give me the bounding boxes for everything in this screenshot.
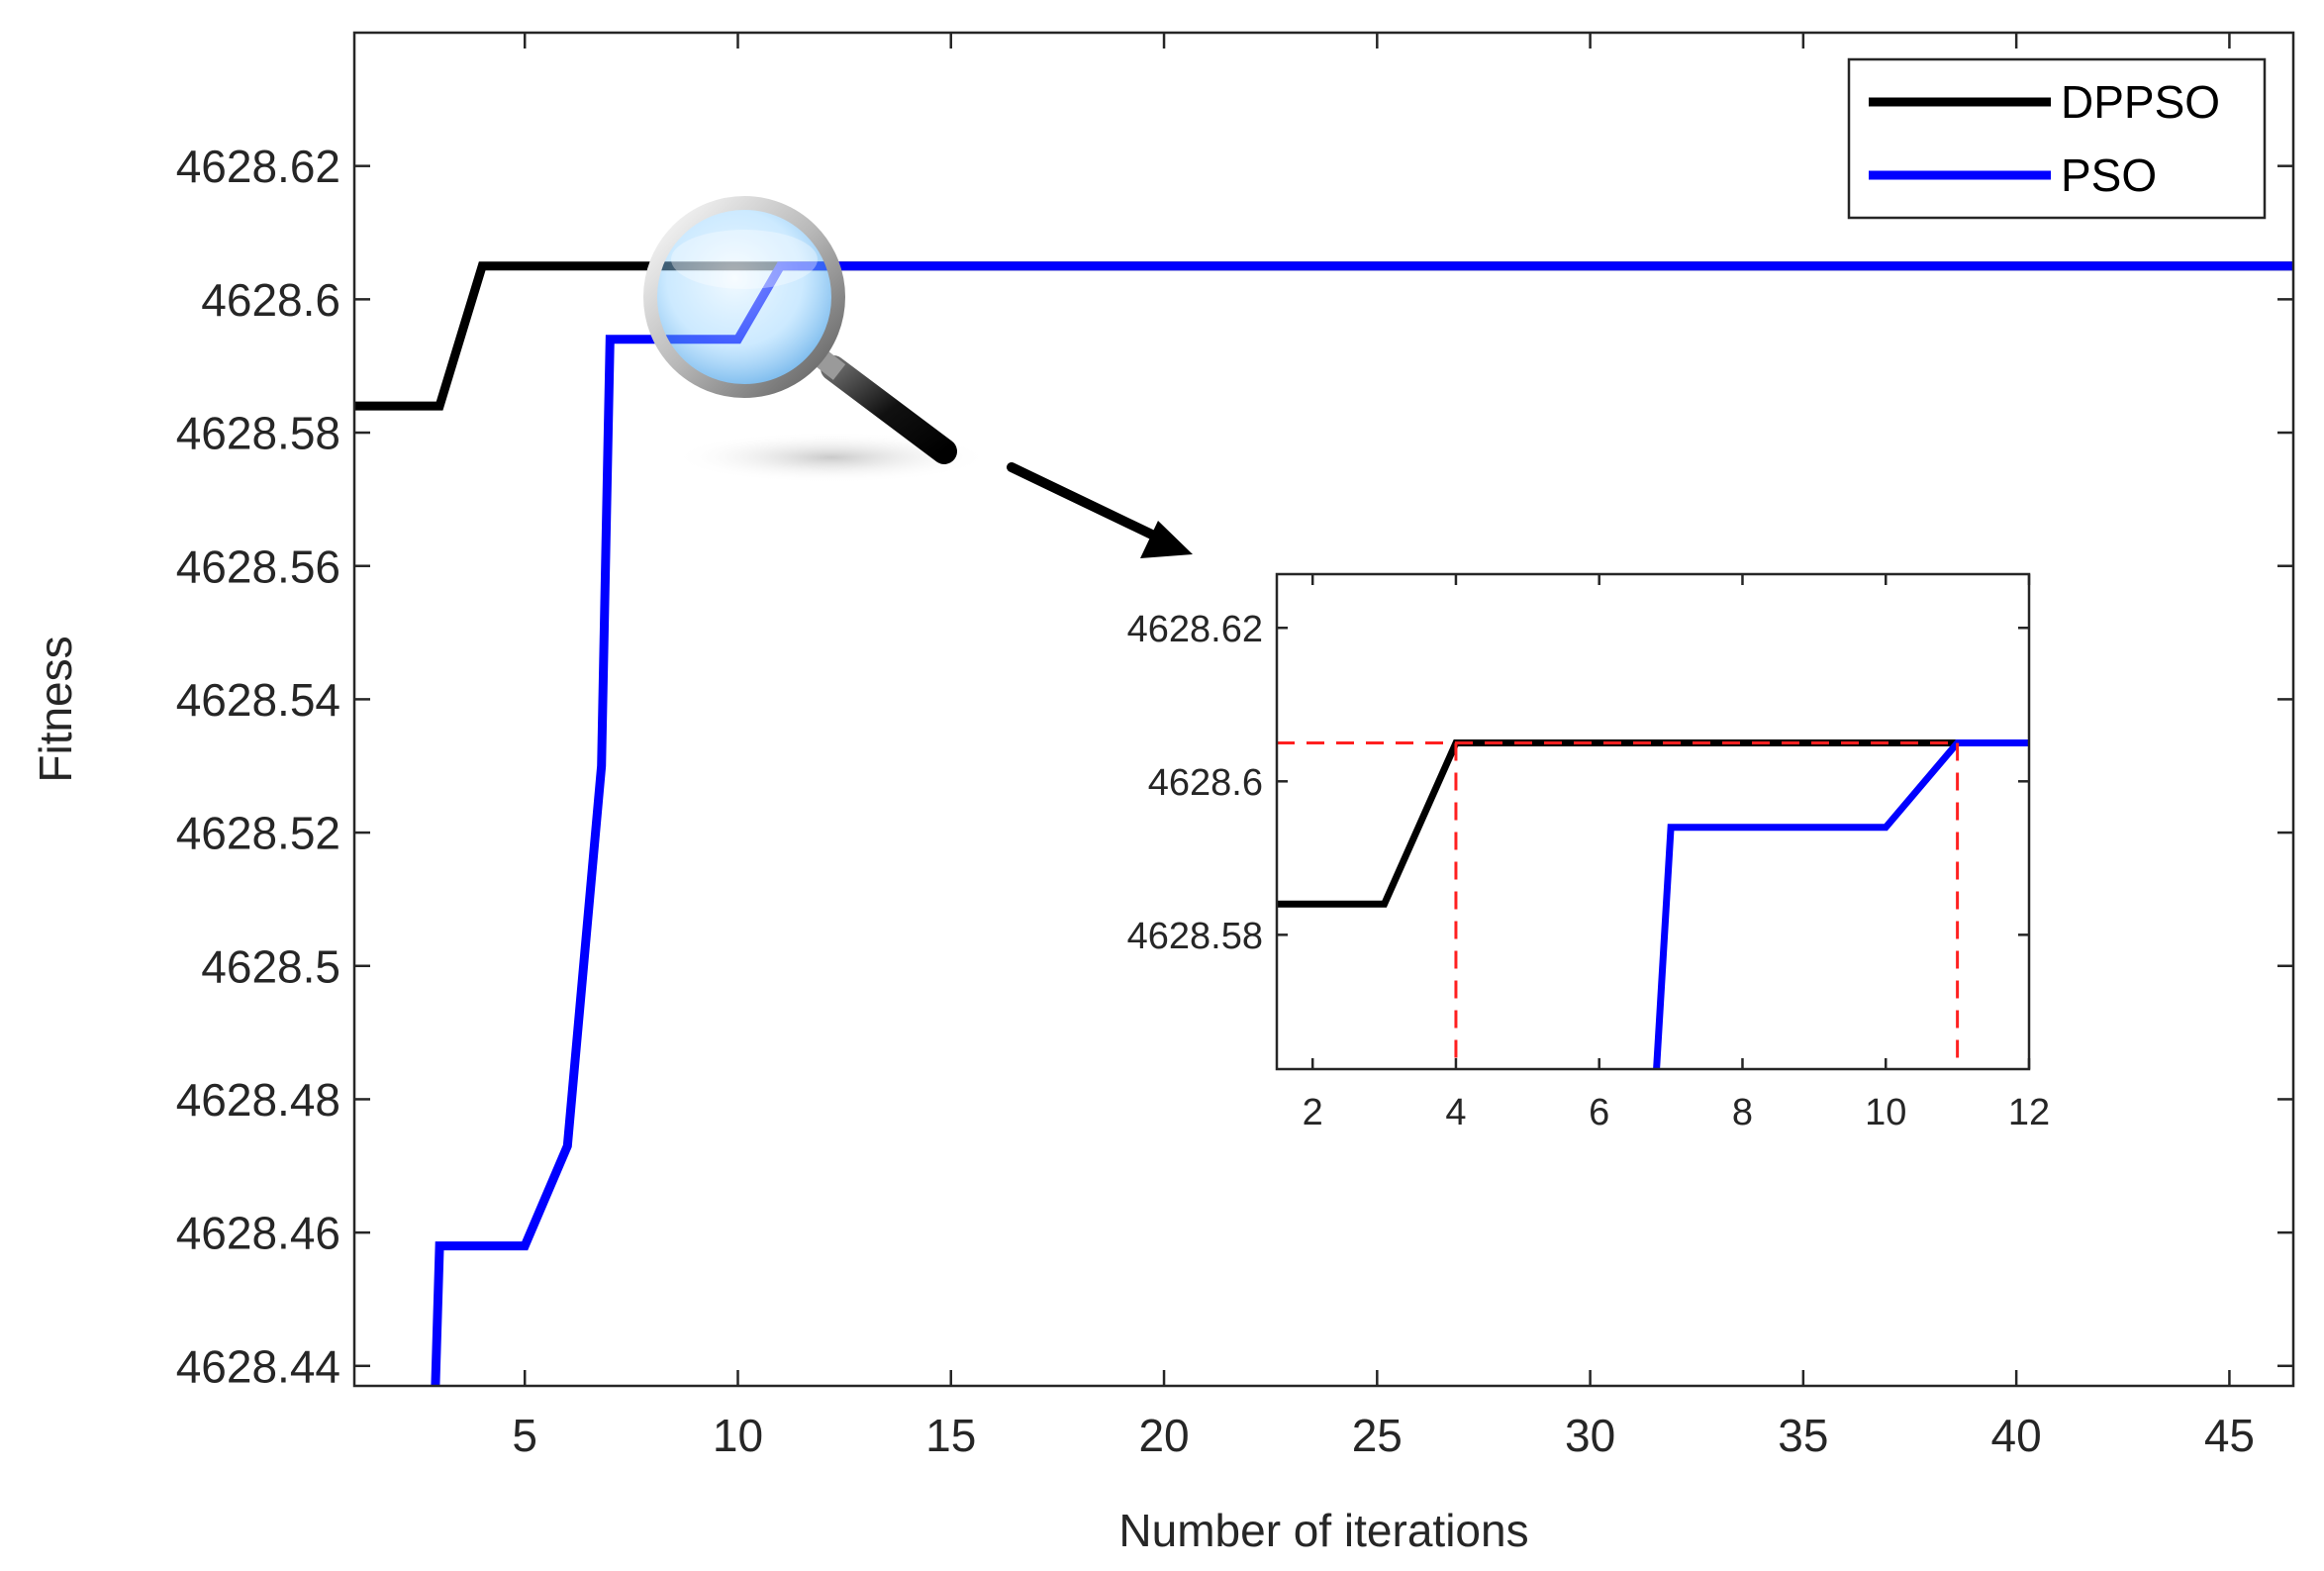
legend-box [1847,57,2267,220]
zoom-arrow-icon [1007,462,1193,558]
main-x-tick-label: 20 [1138,1410,1189,1461]
legend-label-dppso: DPPSO [2061,76,2220,128]
main-plot-frame [352,31,2295,1388]
inset-plot: 2 4 6 8 10 12 4628.58 4628.6 4628.62 [1127,572,2050,1133]
main-plot: 5 10 15 20 25 30 35 40 454628.444628.464628.4846… [30,31,2295,1556]
inset-y-tick-label: 4628.6 [1148,762,1263,804]
inset-reference-lines [1277,741,1960,1069]
inset-y-tick-label: 4628.58 [1127,916,1263,957]
inset-series-line-pso [1653,739,2029,1069]
main-tick-layer: 5 10 15 20 25 30 35 40 454628.444628.464628.4846… [176,33,2293,1461]
main-y-tick-label: 4628.62 [176,141,340,192]
inset-plot-frame [1275,572,2031,1071]
main-x-tick-label: 25 [1352,1410,1403,1461]
main-y-tick-label: 4628.56 [176,540,340,592]
main-x-axis-label: Number of iterations [1118,1505,1528,1556]
inset-x-tick-label: 10 [1865,1092,1906,1133]
inset-x-tick-label: 4 [1445,1092,1466,1133]
main-y-tick-label: 4628.54 [176,674,340,726]
main-x-tick-label: 5 [512,1410,537,1461]
inset-y-tick-label: 4628.62 [1127,609,1263,650]
main-x-tick-label: 30 [1565,1410,1615,1461]
main-x-tick-label: 40 [1991,1410,2042,1461]
magnifier-icon [643,196,990,483]
inset-background [1277,574,2029,1069]
inset-x-tick-label: 6 [1589,1092,1609,1133]
main-y-tick-label: 4628.48 [176,1074,340,1126]
inset-series-line-dppso [1277,739,2029,908]
main-y-tick-label: 4628.46 [176,1208,340,1259]
main-x-tick-label: 10 [713,1410,763,1461]
legend-label-pso: PSO [2061,149,2157,201]
main-y-tick-label: 4628.5 [201,940,340,992]
inset-series-layer [1277,739,2029,1069]
main-x-tick-label: 15 [925,1410,976,1461]
inset-x-tick-label: 12 [2008,1092,2050,1133]
main-x-tick-label: 45 [2204,1410,2255,1461]
inset-x-tick-label: 2 [1303,1092,1323,1133]
main-y-tick-label: 4628.58 [176,408,340,459]
legend: DPPSO PSO [1847,57,2267,220]
main-y-tick-label: 4628.44 [176,1340,340,1392]
main-y-tick-label: 4628.52 [176,808,340,859]
inset-x-tick-label: 8 [1732,1092,1753,1133]
inset-tick-layer: 2 4 6 8 10 12 4628.58 4628.6 4628.62 [1127,574,2050,1133]
main-y-tick-label: 4628.6 [201,274,340,326]
main-x-tick-label: 35 [1778,1410,1828,1461]
main-y-axis-label: Fitness [30,636,81,782]
